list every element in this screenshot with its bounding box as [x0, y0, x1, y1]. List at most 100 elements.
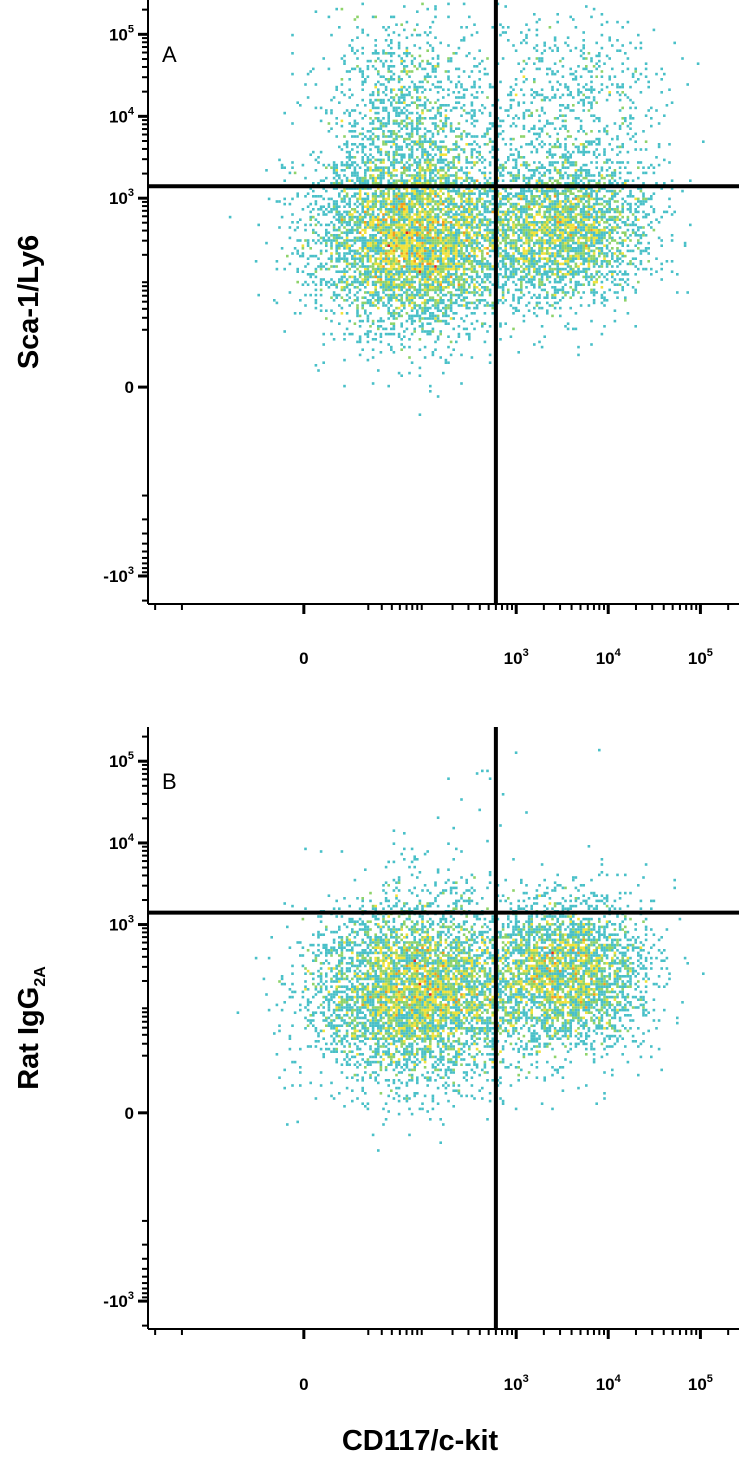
event-dot [442, 145, 445, 149]
event-dot [535, 273, 539, 276]
event-dot [605, 221, 609, 224]
event-dot [455, 202, 458, 206]
event-dot [426, 197, 429, 201]
event-dot [423, 67, 427, 71]
event-dot [439, 145, 442, 149]
event-dot [400, 374, 403, 377]
event-dot [392, 262, 396, 266]
event-dot [330, 254, 333, 258]
event-dot [475, 205, 479, 208]
event-dot [358, 252, 362, 255]
event-dot [371, 132, 375, 136]
event-dot [353, 135, 357, 138]
event-dot [405, 262, 409, 266]
event-dot [400, 247, 403, 250]
event-dot [501, 296, 505, 299]
event-dot [683, 244, 687, 247]
event-dot [379, 325, 383, 328]
event-dot [590, 187, 593, 190]
event-dot [364, 213, 367, 216]
event-dot [564, 223, 567, 227]
event-dot [574, 179, 578, 182]
event-dot [410, 218, 414, 221]
event-dot [405, 231, 409, 234]
event-dot [395, 119, 398, 123]
event-dot [353, 322, 357, 325]
event-dot [314, 267, 318, 271]
event-dot [527, 223, 531, 227]
event-dot [439, 156, 442, 159]
event-dot [416, 304, 419, 307]
event-dot [384, 213, 388, 216]
event-dot [527, 208, 531, 211]
event-dot [291, 213, 294, 216]
event-dot [434, 252, 437, 255]
event-dot [418, 223, 422, 227]
event-dot [371, 280, 375, 284]
event-dot [621, 260, 624, 263]
event-dot [637, 239, 640, 242]
event-dot [327, 197, 331, 201]
event-dot [475, 179, 479, 182]
event-dot [343, 169, 346, 172]
event-dot [616, 291, 619, 294]
event-dot [382, 288, 385, 292]
event-dot [416, 174, 419, 177]
event-dot [377, 80, 380, 84]
event-dot [405, 166, 409, 169]
event-dot [358, 319, 362, 323]
event-dot [356, 296, 359, 299]
event-dot [423, 291, 427, 294]
event-dot [392, 265, 396, 268]
event-dot [501, 228, 505, 232]
event-dot [559, 249, 562, 253]
event-dot [439, 234, 442, 237]
event-dot [439, 273, 442, 276]
event-dot [382, 26, 385, 29]
event-dot [442, 265, 445, 268]
event-dot [322, 163, 325, 167]
event-dot [517, 262, 520, 266]
event-dot [561, 257, 565, 260]
event-dot [473, 192, 476, 195]
event-dot [332, 171, 336, 175]
event-dot [465, 273, 468, 276]
event-dot [356, 280, 359, 284]
event-dot [423, 117, 427, 120]
event-dot [369, 174, 372, 177]
event-dot [577, 283, 580, 286]
event-dot [470, 197, 474, 201]
event-dot [296, 270, 299, 273]
event-dot [564, 200, 567, 203]
event-dot [525, 254, 528, 258]
event-dot [413, 265, 416, 268]
event-dot [533, 187, 536, 190]
event-dot [439, 275, 442, 279]
event-dot [358, 215, 362, 219]
event-dot [465, 215, 468, 219]
event-dot [483, 72, 487, 76]
event-dot [527, 205, 531, 208]
event-dot [460, 278, 463, 281]
event-dot [439, 106, 442, 110]
event-dot [410, 174, 414, 177]
event-dot [309, 202, 312, 206]
event-dot [379, 270, 383, 273]
event-dot [314, 299, 318, 302]
event-dot [486, 275, 489, 279]
event-dot [501, 179, 505, 182]
event-dot [501, 257, 505, 260]
event-dot [540, 192, 544, 195]
event-dot [473, 265, 476, 268]
event-dot [634, 244, 637, 247]
event-dot [356, 299, 359, 302]
event-dot [520, 283, 523, 286]
event-dot [553, 210, 557, 214]
event-dot [442, 288, 445, 292]
event-dot [345, 265, 349, 268]
event-dot [369, 330, 372, 333]
event-dot [395, 218, 398, 221]
event-dot [507, 223, 510, 227]
event-dot [473, 301, 476, 305]
event-dot [504, 262, 507, 266]
